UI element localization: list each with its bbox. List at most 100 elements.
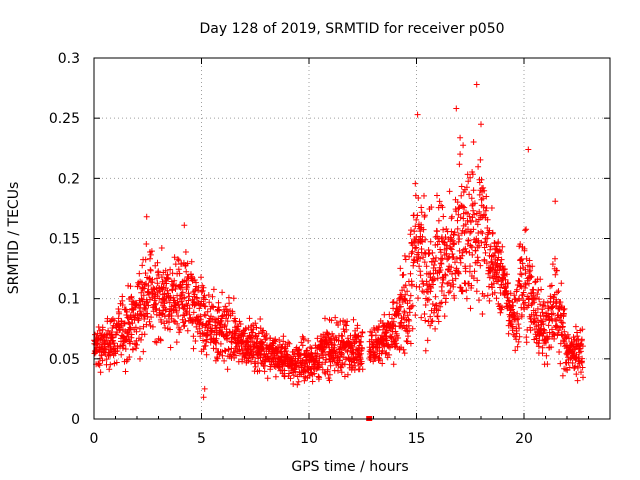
- data-point: [263, 331, 270, 337]
- data-point: [564, 331, 571, 338]
- data-point: [207, 321, 213, 328]
- data-point: [148, 248, 155, 255]
- data-point: [504, 280, 511, 287]
- data-point: [152, 262, 159, 269]
- data-point: [154, 259, 161, 266]
- data-point: [154, 280, 161, 287]
- data-point: [306, 372, 313, 379]
- data-point: [406, 253, 413, 260]
- data-point: [411, 257, 418, 264]
- data-point: [222, 303, 229, 310]
- data-point: [540, 326, 547, 333]
- data-point: [470, 187, 477, 194]
- data-point: [158, 319, 165, 325]
- y-tick-label: 0.25: [49, 111, 80, 127]
- data-point: [540, 321, 547, 327]
- data-point: [458, 192, 465, 199]
- data-point: [338, 350, 345, 357]
- data-point: [460, 142, 467, 149]
- data-point: [201, 303, 208, 309]
- data-point: [501, 266, 508, 273]
- data-point: [137, 301, 144, 308]
- data-point: [454, 225, 461, 232]
- data-point: [422, 302, 429, 308]
- data-point: [255, 330, 262, 337]
- data-point: [469, 251, 476, 258]
- data-point: [486, 297, 493, 304]
- data-point: [239, 347, 246, 354]
- data-point: [457, 214, 464, 221]
- data-point: [498, 304, 505, 311]
- data-point: [146, 318, 153, 325]
- data-point: [455, 238, 462, 245]
- data-point: [479, 311, 486, 317]
- data-point: [202, 296, 209, 303]
- data-point: [407, 231, 414, 238]
- data-point: [564, 367, 571, 374]
- data-point: [165, 275, 172, 281]
- data-point: [427, 288, 434, 295]
- data-point: [176, 270, 183, 277]
- data-point: [470, 226, 477, 233]
- data-point: [140, 292, 147, 299]
- data-point: [233, 327, 240, 334]
- data-point: [452, 259, 458, 266]
- data-point: [467, 263, 473, 270]
- data-point: [553, 317, 560, 324]
- data-point: [107, 341, 114, 348]
- data-point: [124, 308, 130, 315]
- data-point: [471, 211, 478, 218]
- data-point: [543, 352, 550, 359]
- data-point: [464, 171, 471, 178]
- data-point: [183, 268, 190, 275]
- data-point: [520, 289, 527, 296]
- x-tick-label: 0: [90, 431, 99, 447]
- data-point: [515, 315, 522, 322]
- data-point: [483, 260, 490, 267]
- data-point: [394, 300, 400, 307]
- data-point: [200, 337, 206, 344]
- data-point: [149, 323, 156, 330]
- data-point: [488, 258, 495, 265]
- data-point: [473, 288, 480, 295]
- data-point: [488, 253, 495, 260]
- data-point: [316, 355, 323, 362]
- y-tick-label: 0.2: [58, 171, 80, 187]
- data-point: [422, 347, 429, 354]
- data-point: [261, 368, 268, 375]
- data-point: [470, 207, 477, 214]
- data-point: [142, 270, 149, 277]
- data-point: [480, 184, 487, 191]
- data-point: [439, 204, 446, 211]
- data-point: [96, 362, 103, 369]
- data-point: [259, 341, 266, 348]
- data-point: [570, 350, 577, 357]
- data-point: [429, 318, 436, 324]
- data-point: [529, 263, 536, 270]
- data-point: [454, 217, 461, 224]
- data-point: [273, 345, 280, 352]
- data-point: [397, 265, 404, 272]
- data-point: [237, 321, 244, 327]
- data-point: [574, 377, 581, 384]
- data-point: [221, 323, 228, 330]
- data-point: [516, 333, 523, 340]
- data-point: [215, 299, 222, 306]
- data-point: [299, 333, 306, 340]
- data-point: [379, 360, 386, 367]
- data-point: [481, 187, 488, 194]
- data-point: [167, 344, 174, 351]
- data-point: [417, 272, 424, 279]
- data-point: [132, 324, 139, 331]
- y-tick-label: 0.15: [49, 232, 80, 248]
- data-point: [439, 274, 446, 281]
- data-point: [404, 338, 411, 345]
- data-point: [340, 326, 347, 333]
- data-point: [441, 313, 448, 320]
- data-point: [116, 310, 123, 317]
- data-point: [505, 290, 511, 297]
- data-point: [177, 326, 184, 333]
- data-point: [453, 105, 460, 112]
- data-point: [460, 203, 466, 210]
- data-point: [219, 312, 226, 319]
